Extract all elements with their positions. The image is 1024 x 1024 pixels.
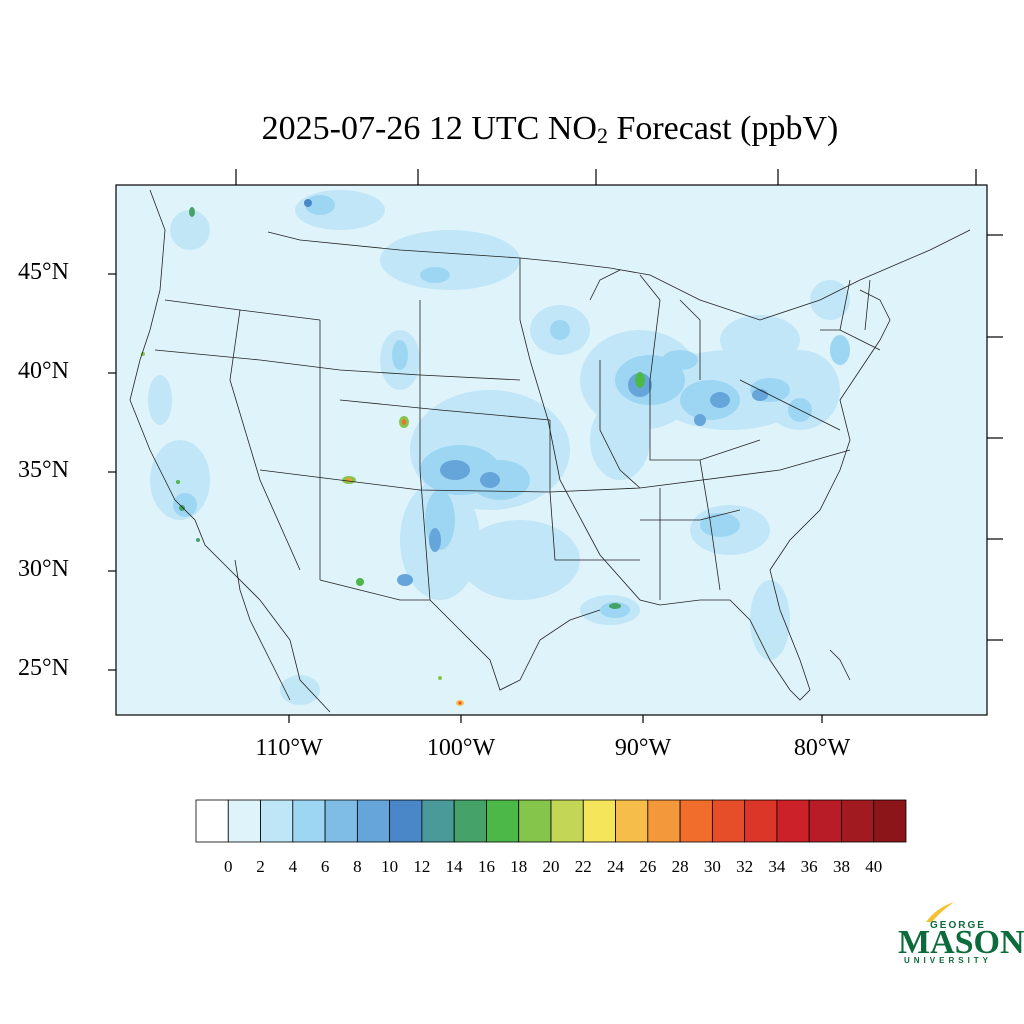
lon-label-90w: 90°W (614, 735, 672, 761)
lon-label-110w: 110°W (255, 735, 323, 761)
colorbar-tick-label: 16 (477, 857, 495, 876)
colorbar-swatch (453, 799, 487, 843)
colorbar-tick-label: 22 (574, 857, 592, 876)
colorbar (195, 799, 907, 843)
map-boundaries (129, 189, 971, 713)
chart-title: 2025-07-26 12 UTC NO2 Forecast (ppbV) (0, 110, 1024, 149)
colorbar-swatch (808, 799, 842, 843)
colorbar-swatch (776, 799, 810, 843)
colorbar-tick-label: 4 (288, 857, 298, 876)
colorbar-tick-label: 6 (320, 857, 330, 876)
lat-label-40: 40°N (18, 358, 69, 384)
logo-middle-text: MASON (898, 924, 1024, 961)
title-suffix: Forecast (ppbV) (607, 110, 839, 147)
colorbar-tick-label: 36 (800, 857, 818, 876)
colorbar-swatch (518, 799, 552, 843)
colorbar-swatch (195, 799, 229, 843)
colorbar-tick-label: 14 (445, 857, 463, 876)
axis-ticks (108, 169, 1003, 723)
lon-label-100w: 100°W (426, 735, 496, 761)
colorbar-swatch (421, 799, 455, 843)
colorbar-tick-label: 18 (510, 857, 528, 876)
colorbar-swatch (841, 799, 875, 843)
colorbar-swatch (679, 799, 713, 843)
lon-label-80w: 80°W (793, 735, 851, 761)
colorbar-swatch (227, 799, 261, 843)
colorbar-tick-label: 30 (703, 857, 721, 876)
logo-bottom-text: UNIVERSITY (904, 956, 993, 965)
colorbar-swatch (292, 799, 326, 843)
colorbar-tick-label: 0 (224, 857, 233, 876)
colorbar-tick-label: 10 (381, 857, 399, 876)
colorbar-swatch (324, 799, 358, 843)
colorbar-tick-label: 28 (671, 857, 689, 876)
title-subscript: 2 (596, 123, 608, 148)
colorbar-tick-label: 8 (353, 857, 362, 876)
colorbar-swatch (744, 799, 778, 843)
colorbar-swatch (260, 799, 294, 843)
colorbar-swatch (389, 799, 423, 843)
colorbar-tick-label: 20 (542, 857, 560, 876)
colorbar-swatch (550, 799, 584, 843)
concentration-field (141, 190, 850, 706)
title-prefix: 2025-07-26 12 UTC NO (261, 110, 597, 147)
lat-label-30: 30°N (18, 556, 69, 582)
colorbar-swatch (647, 799, 681, 843)
colorbar-swatch (615, 799, 649, 843)
colorbar-swatch (711, 799, 746, 843)
colorbar-tick-label: 2 (256, 857, 265, 876)
colorbar-swatch (873, 799, 907, 843)
colorbar-tick-label: 24 (607, 857, 625, 876)
colorbar-swatch (486, 799, 520, 843)
colorbar-tick-label: 26 (639, 857, 657, 876)
colorbar-tick-label: 40 (865, 857, 883, 876)
lat-label-35: 35°N (18, 457, 69, 483)
colorbar-tick-label: 32 (736, 857, 754, 876)
colorbar-tick-label: 12 (413, 857, 431, 876)
colorbar-swatch (356, 799, 391, 843)
colorbar-tick-label: 34 (768, 857, 786, 876)
lat-label-45: 45°N (18, 259, 69, 285)
colorbar-tick-label: 38 (832, 857, 850, 876)
gmu-logo: GEORGE MASON UNIVERSITY (896, 900, 1024, 970)
map-frame (115, 184, 988, 716)
lat-label-25: 25°N (18, 655, 69, 681)
logo-swoosh-icon (926, 902, 954, 922)
colorbar-swatch (582, 799, 616, 843)
logo-top-text: GEORGE (930, 920, 986, 931)
